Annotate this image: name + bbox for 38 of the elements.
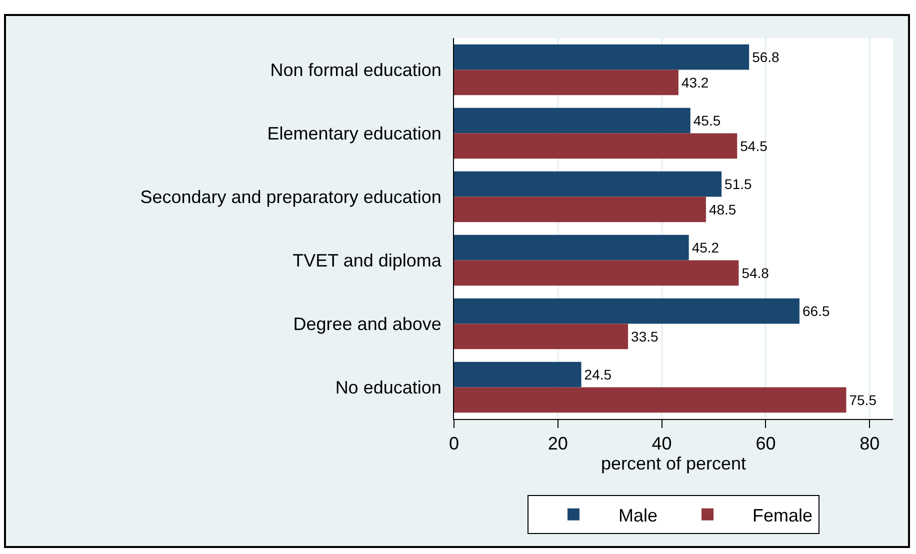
y-tick-label: Secondary and preparatory education: [140, 187, 442, 208]
legend-label: Female: [752, 505, 813, 526]
data-label: 75.5: [849, 392, 877, 408]
bar: [454, 133, 738, 159]
x-tick-label: 0: [448, 434, 460, 454]
x-tick-label: 40: [652, 434, 672, 454]
data-label: 51.5: [724, 176, 752, 192]
data-label: 48.5: [708, 201, 736, 218]
y-tick-label: No education: [335, 378, 442, 398]
y-tick-label: Degree and above: [293, 314, 442, 334]
bar: [454, 324, 628, 350]
data-label: 24.5: [584, 366, 612, 383]
data-label: 43.2: [681, 74, 709, 90]
bar: [454, 44, 750, 70]
data-label: 45.2: [692, 240, 720, 256]
data-label: 56.8: [752, 49, 780, 66]
bar: [454, 196, 706, 222]
bar: [454, 298, 800, 324]
x-tick-label: 60: [756, 434, 776, 454]
bar: [454, 234, 689, 260]
data-label: 33.5: [631, 328, 658, 344]
data-label: 54.8: [742, 264, 770, 281]
x-tick-label: 20: [548, 434, 568, 454]
x-tick-label: 80: [860, 434, 880, 454]
bar: [454, 260, 739, 286]
data-label: 54.5: [740, 138, 768, 154]
legend-label: Male: [618, 505, 658, 526]
bar: [454, 70, 678, 96]
bar: [454, 108, 690, 134]
y-tick-label: Elementary education: [267, 124, 442, 144]
bar: [454, 362, 582, 388]
data-label: 66.5: [802, 303, 830, 320]
x-axis-title: percent of percent: [600, 454, 746, 474]
y-tick-label: Non formal education: [270, 60, 442, 80]
y-tick-label: TVET and diploma: [292, 250, 442, 271]
bar: [454, 387, 846, 413]
data-label: 45.5: [693, 112, 721, 129]
bar: [454, 171, 722, 197]
